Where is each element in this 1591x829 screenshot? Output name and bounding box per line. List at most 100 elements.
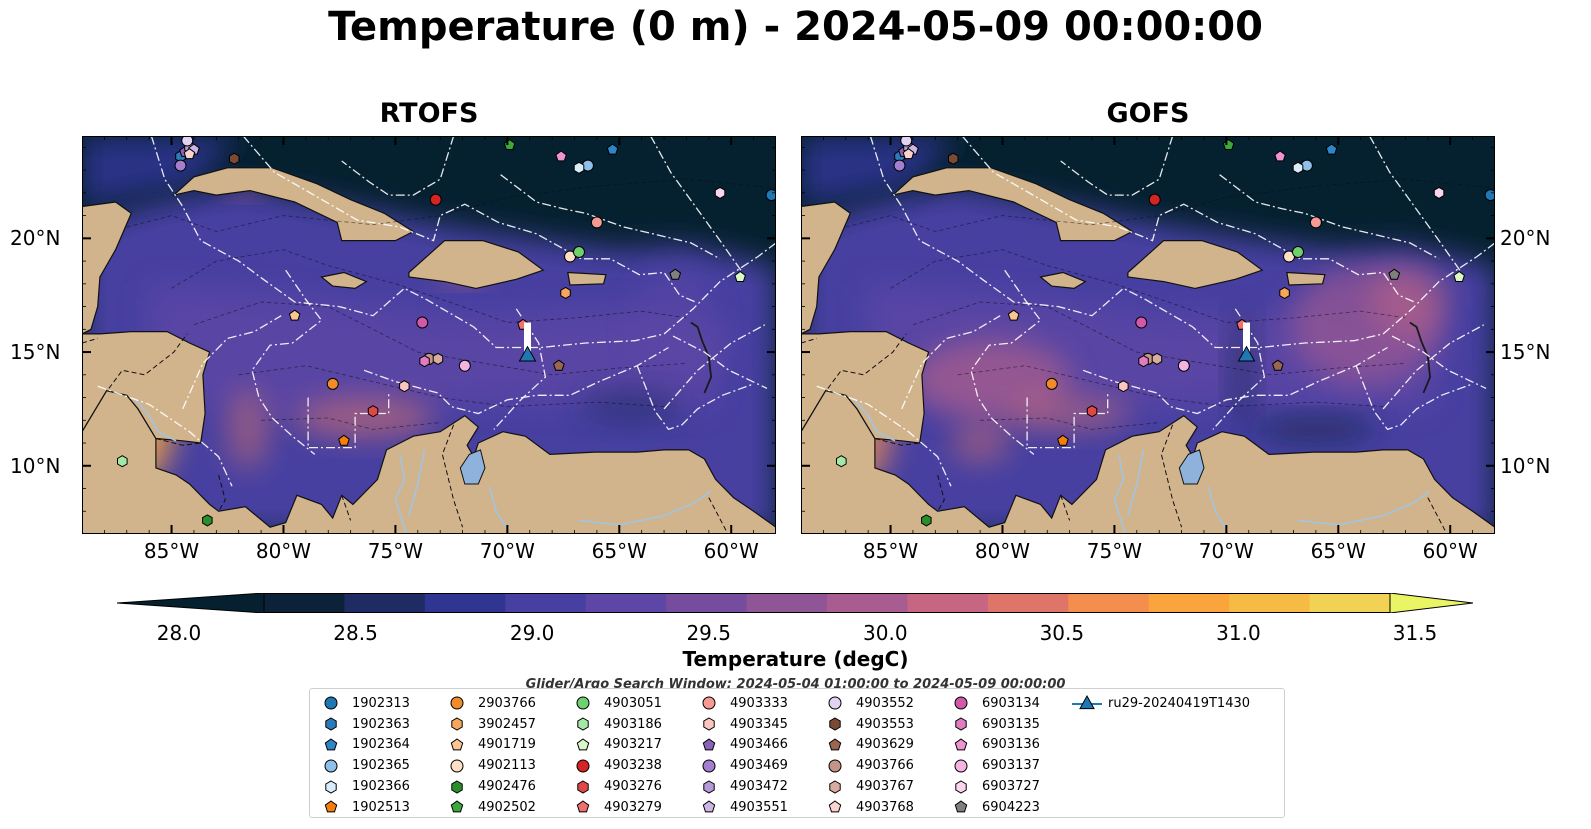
float-6903136[interactable] (1274, 150, 1286, 162)
float-4903469[interactable] (893, 159, 906, 172)
map-rtofs[interactable] (82, 136, 776, 534)
float-4903051[interactable] (1291, 245, 1304, 258)
float-1902313[interactable] (765, 189, 776, 202)
float-1902513[interactable] (338, 434, 350, 446)
hexagon-marker[interactable] (325, 780, 337, 794)
circle-marker[interactable] (324, 696, 338, 710)
legend-item-2903766[interactable]: 2903766 (440, 693, 566, 714)
circle-marker[interactable] (702, 696, 716, 710)
float-4903345[interactable] (1118, 380, 1129, 393)
float-4903767[interactable] (1151, 352, 1163, 365)
pentagon-marker[interactable] (576, 800, 590, 813)
float-4903768[interactable] (183, 148, 196, 160)
legend-item-4902476[interactable]: 4902476 (440, 776, 566, 797)
circle-marker[interactable] (954, 696, 968, 710)
legend-item-4903552[interactable]: 4903552 (818, 693, 944, 714)
legend-item-4903238[interactable]: 4903238 (566, 755, 692, 776)
float-4903553[interactable] (948, 152, 959, 165)
legend-item-1902365[interactable]: 1902365 (314, 755, 440, 776)
glider-ru29-20240419T1430[interactable] (1237, 322, 1256, 362)
legend-item-4902502[interactable]: 4902502 (440, 797, 566, 818)
float-4903276[interactable] (1086, 405, 1098, 418)
hexagon-marker[interactable] (829, 717, 841, 731)
legend-item-ru29-20240419T1430[interactable]: ru29-20240419T1430 (1070, 693, 1270, 714)
float-1902513[interactable] (1057, 434, 1069, 446)
circle-marker[interactable] (702, 759, 716, 773)
float-4903238[interactable] (429, 193, 442, 206)
circle-marker[interactable] (450, 696, 464, 710)
float-2903766[interactable] (1045, 377, 1058, 390)
legend-item-1902366[interactable]: 1902366 (314, 776, 440, 797)
float-6903134[interactable] (416, 316, 429, 329)
legend-item-4903186[interactable]: 4903186 (566, 714, 692, 735)
float-3902457[interactable] (560, 286, 571, 299)
float-6903135[interactable] (1138, 355, 1149, 368)
legend-item-4903279[interactable]: 4903279 (566, 797, 692, 818)
legend-item-4903551[interactable]: 4903551 (692, 797, 818, 818)
hexagon-marker[interactable] (829, 780, 841, 794)
hexagon-marker[interactable] (451, 717, 463, 731)
legend-item-1902363[interactable]: 1902363 (314, 714, 440, 735)
pentagon-marker[interactable] (450, 800, 464, 813)
float-3902457[interactable] (1279, 286, 1290, 299)
circle-marker[interactable] (954, 759, 968, 773)
legend-item-1902513[interactable]: 1902513 (314, 797, 440, 818)
hexagon-marker[interactable] (955, 780, 967, 794)
float-6903727[interactable] (714, 186, 726, 199)
circle-marker[interactable] (576, 696, 590, 710)
circle-marker[interactable] (828, 696, 842, 710)
legend-item-4903553[interactable]: 4903553 (818, 714, 944, 735)
float-4903345[interactable] (399, 380, 410, 393)
hexagon-marker[interactable] (577, 717, 589, 731)
float-4903217[interactable] (734, 270, 746, 282)
circle-marker[interactable] (450, 759, 464, 773)
pentagon-marker[interactable] (324, 800, 338, 813)
float-4903186[interactable] (836, 455, 847, 468)
float-6903135[interactable] (419, 355, 430, 368)
float-1902366[interactable] (1292, 161, 1304, 174)
legend-item-4903466[interactable]: 4903466 (692, 735, 818, 756)
legend-item-4901719[interactable]: 4901719 (440, 735, 566, 756)
float-6903137[interactable] (458, 359, 471, 372)
legend-item-4902113[interactable]: 4902113 (440, 755, 566, 776)
legend-item-6903134[interactable]: 6903134 (944, 693, 1070, 714)
float-4903333[interactable] (1309, 216, 1322, 229)
legend-item-6904223[interactable]: 6904223 (944, 797, 1070, 818)
pentagon-marker[interactable] (324, 738, 338, 751)
float-1902313[interactable] (1484, 189, 1495, 202)
pentagon-marker[interactable] (954, 800, 968, 813)
hexagon-marker[interactable] (325, 717, 337, 731)
legend-item-4903469[interactable]: 4903469 (692, 755, 818, 776)
hexagon-marker[interactable] (703, 780, 715, 794)
circle-marker[interactable] (828, 759, 842, 773)
float-6903134[interactable] (1135, 316, 1148, 329)
float-1902364[interactable] (1325, 143, 1338, 155)
float-4903238[interactable] (1148, 193, 1161, 206)
glider-marker[interactable] (518, 345, 537, 362)
glider-ru29-20240419T1430[interactable] (518, 322, 537, 362)
legend-item-6903727[interactable]: 6903727 (944, 776, 1070, 797)
legend-item-4903767[interactable]: 4903767 (818, 776, 944, 797)
float-6903727[interactable] (1433, 186, 1445, 199)
pentagon-marker[interactable] (702, 800, 716, 813)
float-2903766[interactable] (326, 377, 339, 390)
legend-item-4903276[interactable]: 4903276 (566, 776, 692, 797)
legend-item-4903472[interactable]: 4903472 (692, 776, 818, 797)
legend-item-4903345[interactable]: 4903345 (692, 714, 818, 735)
circle-marker[interactable] (324, 759, 338, 773)
hexagon-marker[interactable] (955, 717, 967, 731)
glider-marker[interactable] (1237, 345, 1256, 362)
legend-item-6903137[interactable]: 6903137 (944, 755, 1070, 776)
float-4903767[interactable] (432, 352, 444, 365)
legend-item-1902313[interactable]: 1902313 (314, 693, 440, 714)
float-4903768[interactable] (902, 148, 915, 160)
float-4901719[interactable] (1007, 309, 1020, 321)
float-4903051[interactable] (572, 245, 585, 258)
pentagon-marker[interactable] (576, 738, 590, 751)
float-4903629[interactable] (1272, 359, 1284, 371)
float-4903553[interactable] (229, 152, 240, 165)
pentagon-marker[interactable] (702, 738, 716, 751)
legend-item-4903768[interactable]: 4903768 (818, 797, 944, 818)
float-4903186[interactable] (117, 455, 128, 468)
pentagon-marker[interactable] (450, 738, 464, 751)
